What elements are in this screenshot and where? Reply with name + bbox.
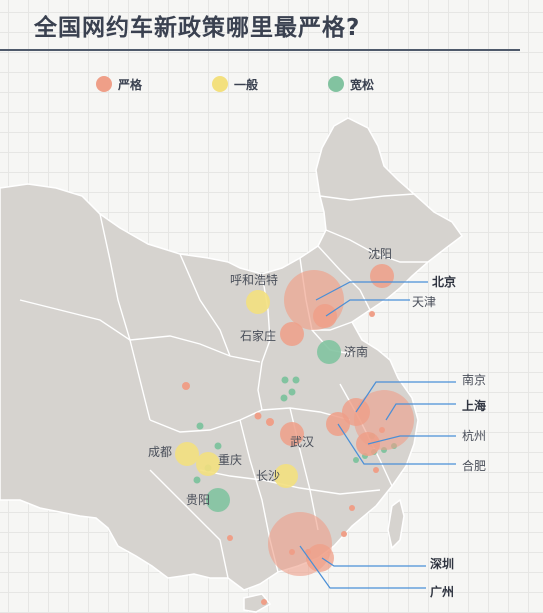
label-jinan: 济南 xyxy=(344,344,368,359)
minor-city-dot xyxy=(349,505,355,511)
label-huhehaote: 呼和浩特 xyxy=(230,272,278,287)
bubble-wuhan xyxy=(280,422,304,446)
bubble-jinan xyxy=(317,340,341,364)
legend-dot-normal xyxy=(212,76,228,92)
minor-city-dot xyxy=(227,535,233,541)
label-beijing: 北京 xyxy=(432,274,456,289)
bubble-tianjin xyxy=(313,304,337,328)
leader-lines xyxy=(299,281,456,589)
bubble-shenzhen xyxy=(306,544,334,572)
minor-city-dot xyxy=(373,467,379,473)
label-hefei: 合肥 xyxy=(462,458,486,473)
minor-city-dot xyxy=(281,376,289,384)
label-shenyang: 沈阳 xyxy=(368,246,392,261)
leader-line-tianjin xyxy=(325,299,410,317)
label-changsha: 长沙 xyxy=(256,469,280,483)
bubble-chongqing xyxy=(196,452,220,476)
leader-line-guangzhou xyxy=(299,545,426,589)
label-guiyang: 贵阳 xyxy=(186,493,210,507)
minor-city-dot xyxy=(182,382,190,390)
minor-city-dot xyxy=(193,476,201,484)
leader-line-shanghai xyxy=(385,403,456,421)
label-wuhan: 武汉 xyxy=(290,435,314,449)
hainan-landmass xyxy=(243,593,272,613)
china-landmass xyxy=(0,117,464,591)
taiwan-landmass xyxy=(387,498,405,550)
bubble-huhehaote xyxy=(246,290,270,314)
label-nanjing: 南京 xyxy=(462,372,486,387)
leader-line-shenzhen xyxy=(321,557,426,567)
leader-line-nanjing xyxy=(355,381,456,413)
legend-dot-loose xyxy=(328,76,344,92)
minor-city-dot xyxy=(196,422,204,430)
minor-city-dot xyxy=(353,457,359,463)
label-shanghai: 上海 xyxy=(462,398,486,413)
label-chengdu: 成都 xyxy=(148,445,172,459)
minor-city-dot xyxy=(214,442,222,450)
page-title: 全国网约车新政策哪里最严格? xyxy=(34,15,361,41)
bubble-shenyang xyxy=(370,264,394,288)
bubble-guiyang xyxy=(206,488,230,512)
leader-line-beijing xyxy=(315,281,428,301)
legend-dot-strict xyxy=(96,76,112,92)
minor-city-dot xyxy=(369,311,375,317)
legend-label-loose: 宽松 xyxy=(350,78,375,92)
leader-line-hangzhou xyxy=(367,435,456,445)
label-shenzhen: 深圳 xyxy=(430,556,454,571)
minor-city-dot xyxy=(341,531,347,537)
minor-city-dot xyxy=(288,388,296,396)
label-shijiazhuang: 石家庄 xyxy=(240,328,276,343)
china-map: 沈阳 北京 天津 呼和浩特 石家庄 济南 南京 上海 杭州 合肥 武汉 成都 重… xyxy=(0,117,486,613)
minor-city-dot xyxy=(266,418,274,426)
label-chongqing: 重庆 xyxy=(218,453,242,467)
title-divider xyxy=(0,49,520,51)
bubble-chengdu xyxy=(175,442,199,466)
label-hangzhou: 杭州 xyxy=(462,428,486,443)
label-tianjin: 天津 xyxy=(412,295,436,309)
leader-line-hefei xyxy=(337,423,456,465)
bubble-changsha xyxy=(274,464,298,488)
minor-city-dot xyxy=(254,412,262,420)
minor-city-dot xyxy=(292,376,300,384)
label-guangzhou: 广州 xyxy=(430,584,454,599)
city-bubbles xyxy=(175,264,414,576)
minor-city-dot xyxy=(280,394,288,402)
legend-label-normal: 一般 xyxy=(234,78,259,92)
minor-city-dot xyxy=(261,599,267,605)
bubble-shijiazhuang xyxy=(280,322,304,346)
legend-label-strict: 严格 xyxy=(118,78,143,92)
